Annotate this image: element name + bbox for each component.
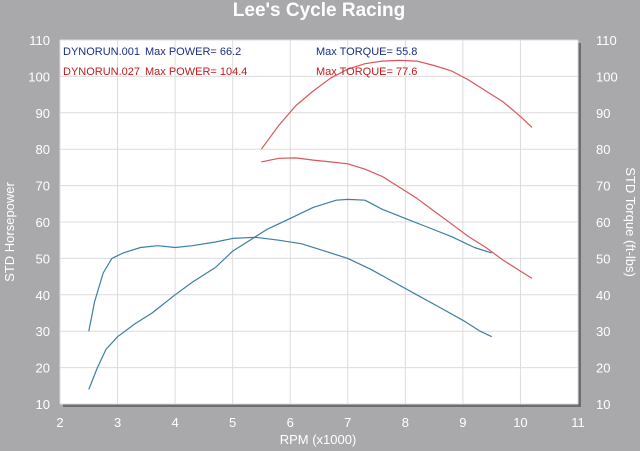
y-tick-label-right: 50	[596, 251, 610, 266]
y-tick-label-right: 60	[596, 215, 610, 230]
y-tick-label-left: 40	[36, 288, 50, 303]
y-axis-label-right: STD Torque (ft-lbs)	[623, 167, 638, 277]
y-tick-label-right: 100	[596, 69, 618, 84]
legend-torque-1: Max TORQUE= 55.8	[316, 46, 417, 58]
y-tick-label-right: 30	[596, 324, 610, 339]
x-tick-label: 11	[571, 415, 585, 430]
y-tick-label-left: 50	[36, 251, 50, 266]
legend-run-1: DYNORUN.001	[63, 46, 140, 58]
x-tick-label: 10	[513, 415, 527, 430]
y-tick-label-left: 20	[36, 361, 50, 376]
y-tick-label-right: 80	[596, 142, 610, 157]
x-axis-label: RPM (x1000)	[280, 432, 357, 447]
legend-torque-2: Max TORQUE= 77.6	[316, 66, 417, 78]
x-tick-label: 6	[287, 415, 294, 430]
legend-run-2: DYNORUN.027	[63, 66, 140, 78]
legend-power-2: Max POWER= 104.4	[145, 66, 247, 78]
x-tick-label: 4	[171, 415, 178, 430]
y-tick-label-left: 90	[36, 106, 50, 121]
y-tick-label-left: 10	[36, 397, 50, 412]
x-tick-label: 3	[114, 415, 121, 430]
y-tick-label-right: 90	[596, 106, 610, 121]
series-line-2	[88, 236, 492, 338]
y-tick-label-right: 20	[596, 361, 610, 376]
x-tick-label: 7	[344, 415, 351, 430]
y-tick-label-right: 10	[596, 397, 610, 412]
legend: DYNORUN.001 Max POWER= 66.2 Max TORQUE= …	[63, 46, 417, 78]
y-tick-label-left: 110	[29, 33, 50, 48]
y-tick-label-left: 100	[28, 69, 50, 84]
y-tick-label-left: 80	[36, 142, 50, 157]
y-tick-label-left: 30	[36, 324, 50, 339]
y-tick-label-left: 70	[36, 179, 50, 194]
legend-power-1: Max POWER= 66.2	[145, 46, 241, 58]
y-axis-label-left: STD Horsepower	[2, 181, 17, 281]
x-tick-label: 9	[459, 415, 466, 430]
y-tick-label-right: 110	[596, 33, 617, 48]
x-tick-label: 2	[56, 415, 63, 430]
y-tick-label-left: 60	[36, 215, 50, 230]
chart-title: Lee's Cycle Racing	[233, 0, 405, 21]
y-tick-label-right: 40	[596, 288, 610, 303]
series-line-1	[88, 198, 492, 390]
x-tick-label: 5	[229, 415, 236, 430]
series-line-3	[260, 59, 533, 150]
series-line-4	[261, 157, 533, 279]
y-tick-label-right: 70	[596, 179, 610, 194]
x-tick-label: 8	[402, 415, 409, 430]
